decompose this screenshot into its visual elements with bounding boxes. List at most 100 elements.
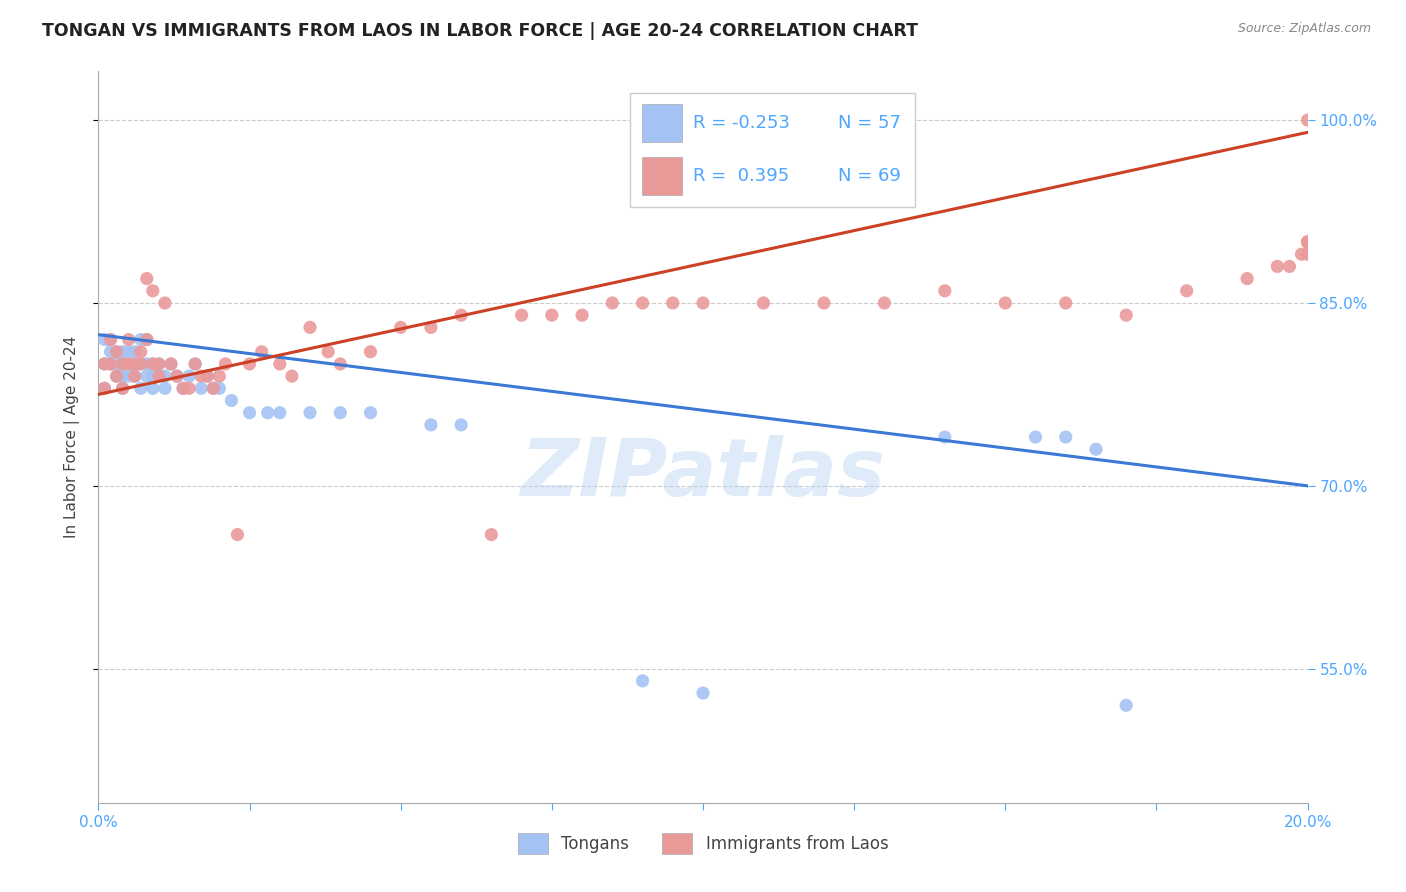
- Point: [160, 357, 183, 371]
- Point: [135, 357, 157, 371]
- Point: [1296, 235, 1319, 249]
- Point: [100, 344, 122, 359]
- Point: [1296, 247, 1319, 261]
- Point: [118, 333, 141, 347]
- Point: [329, 357, 352, 371]
- Point: [111, 381, 134, 395]
- Point: [160, 357, 183, 371]
- Point: [1085, 442, 1108, 457]
- Point: [135, 333, 157, 347]
- Point: [93, 381, 115, 395]
- Point: [450, 308, 472, 322]
- Point: [1278, 260, 1301, 274]
- Point: [1296, 235, 1319, 249]
- Point: [142, 357, 165, 371]
- Point: [129, 344, 152, 359]
- Point: [124, 357, 146, 371]
- Point: [540, 308, 562, 322]
- Point: [420, 320, 443, 334]
- Point: [190, 369, 212, 384]
- Point: [129, 357, 152, 371]
- Point: [360, 344, 382, 359]
- Legend: Tongans, Immigrants from Laos: Tongans, Immigrants from Laos: [510, 827, 896, 860]
- Point: [752, 296, 775, 310]
- Point: [124, 357, 146, 371]
- Point: [118, 369, 141, 384]
- Point: [100, 333, 122, 347]
- Point: [1054, 296, 1077, 310]
- Point: [202, 381, 225, 395]
- Point: [148, 357, 170, 371]
- Point: [93, 357, 115, 371]
- Point: [184, 357, 207, 371]
- Point: [129, 381, 152, 395]
- Point: [172, 381, 194, 395]
- Y-axis label: In Labor Force | Age 20-24: In Labor Force | Age 20-24: [63, 336, 80, 538]
- Point: [124, 369, 146, 384]
- Point: [93, 357, 115, 371]
- Point: [111, 357, 134, 371]
- Point: [214, 357, 236, 371]
- Point: [195, 369, 218, 384]
- Point: [239, 357, 262, 371]
- Point: [692, 296, 714, 310]
- Point: [93, 381, 115, 395]
- Point: [1296, 235, 1319, 249]
- Point: [450, 417, 472, 432]
- Point: [142, 369, 165, 384]
- Point: [135, 333, 157, 347]
- Point: [1024, 430, 1046, 444]
- Point: [934, 284, 956, 298]
- Point: [510, 308, 533, 322]
- Point: [571, 308, 593, 322]
- Point: [1236, 271, 1258, 285]
- Point: [105, 357, 128, 371]
- Point: [269, 406, 291, 420]
- Point: [221, 393, 243, 408]
- Point: [281, 369, 304, 384]
- Point: [124, 344, 146, 359]
- Point: [166, 369, 188, 384]
- Point: [148, 369, 170, 384]
- Point: [153, 296, 176, 310]
- Point: [602, 296, 624, 310]
- Point: [184, 357, 207, 371]
- Text: TONGAN VS IMMIGRANTS FROM LAOS IN LABOR FORCE | AGE 20-24 CORRELATION CHART: TONGAN VS IMMIGRANTS FROM LAOS IN LABOR …: [42, 22, 918, 40]
- Point: [226, 527, 249, 541]
- Point: [129, 357, 152, 371]
- Point: [481, 527, 503, 541]
- Point: [153, 381, 176, 395]
- Point: [111, 344, 134, 359]
- Point: [1291, 247, 1313, 261]
- Point: [148, 357, 170, 371]
- Point: [111, 357, 134, 371]
- Point: [142, 284, 165, 298]
- Point: [1296, 113, 1319, 128]
- Point: [389, 320, 412, 334]
- Point: [100, 333, 122, 347]
- Point: [250, 344, 273, 359]
- Point: [118, 357, 141, 371]
- Point: [118, 344, 141, 359]
- Point: [105, 369, 128, 384]
- Point: [100, 357, 122, 371]
- Point: [256, 406, 278, 420]
- Point: [135, 369, 157, 384]
- Point: [148, 369, 170, 384]
- Point: [1267, 260, 1289, 274]
- Point: [269, 357, 291, 371]
- Point: [692, 686, 714, 700]
- Point: [105, 344, 128, 359]
- Point: [299, 406, 322, 420]
- Point: [190, 381, 212, 395]
- Point: [179, 381, 201, 395]
- Point: [1175, 284, 1198, 298]
- Point: [100, 357, 122, 371]
- Point: [813, 296, 835, 310]
- Point: [124, 369, 146, 384]
- Point: [1054, 430, 1077, 444]
- Point: [1296, 235, 1319, 249]
- Point: [299, 320, 322, 334]
- Point: [135, 271, 157, 285]
- Text: Source: ZipAtlas.com: Source: ZipAtlas.com: [1237, 22, 1371, 36]
